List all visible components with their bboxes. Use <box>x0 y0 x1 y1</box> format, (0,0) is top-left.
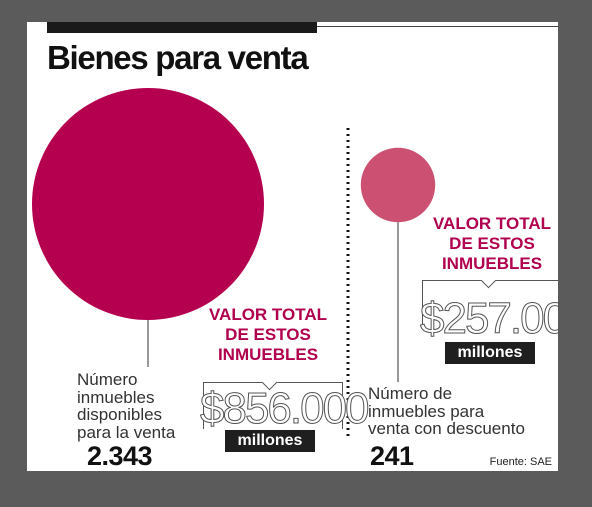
right-count-value: 241 <box>370 441 414 471</box>
right-value-unit: millones <box>445 342 535 364</box>
left-count-label: Número inmuebles disponibles para la ven… <box>77 370 176 442</box>
chart-marks <box>32 88 436 437</box>
left-value-amount: $856.000 <box>200 384 371 433</box>
right-count-label: Número de inmuebles para venta con descu… <box>368 384 525 438</box>
source-note: Fuente: SAE <box>489 456 552 468</box>
right-count-bubble <box>360 147 436 223</box>
right-value-amount: $257.000 <box>420 294 558 343</box>
chart-title: Bienes para venta <box>47 39 309 76</box>
left-count-bubble <box>32 88 264 320</box>
right-value-title: VALOR TOTAL DE ESTOS INMUEBLES <box>432 214 552 273</box>
left-value-bubble <box>203 374 343 429</box>
left-value-unit: millones <box>225 430 315 452</box>
title-accent-bar <box>47 22 317 33</box>
right-value-bubble <box>422 272 558 327</box>
left-count-value: 2.343 <box>87 441 153 471</box>
infographic-card: Bienes para venta Número inmuebles dispo… <box>27 22 558 471</box>
chart-canvas <box>32 88 436 437</box>
title-rule <box>317 26 558 27</box>
left-value-title: VALOR TOTAL DE ESTOS INMUEBLES <box>208 305 328 364</box>
